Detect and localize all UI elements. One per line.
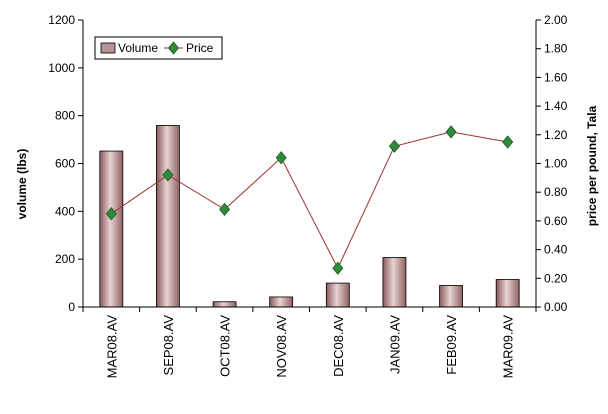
legend-box [94, 36, 223, 60]
volume-bar [212, 301, 237, 308]
y-tick-label-right: 0.40 [544, 243, 568, 257]
price-series-line [111, 131, 508, 270]
price-point [162, 168, 174, 182]
volume-bar [495, 279, 520, 308]
volume-bar [439, 285, 463, 308]
x-tick-label: FEB09.AV [444, 315, 459, 375]
y-tick-label-right: 0.00 [544, 300, 568, 314]
y-tick-label-left: 0 [68, 300, 75, 314]
y-tick-label-right: 2.00 [544, 13, 568, 27]
y-tick-label-right: 1.80 [544, 42, 568, 56]
tick-labels: 0 200 400 600 800 1000 1200 0.00 0.20 0.40 0.60 0.8… [48, 13, 567, 378]
y-axis-title-left: volume (lbs) [15, 149, 29, 220]
y-tick-label-left: 800 [55, 109, 75, 123]
volume-bar [156, 125, 180, 308]
price-point [332, 261, 344, 275]
y-tick-label-left: 200 [55, 252, 75, 266]
legend-price-label: Price [186, 41, 214, 55]
legend-volume-swatch [100, 42, 116, 54]
x-tick-label: JAN09.AV [387, 315, 402, 374]
x-tick-label: MAR09.AV [501, 315, 516, 379]
price-point [219, 202, 231, 217]
price-point [275, 151, 287, 165]
volume-bar [325, 282, 350, 308]
chart-axes [78, 19, 541, 312]
price-point [388, 139, 400, 153]
y-tick-label-left: 1000 [48, 61, 75, 75]
price-point [445, 125, 457, 139]
y-tick-label-right: 0.80 [544, 185, 568, 199]
y-tick-label-right: 0.60 [544, 214, 568, 228]
y-tick-label-right: 1.20 [544, 128, 568, 142]
legend: Volume Price [94, 36, 223, 60]
volume-bar [269, 296, 294, 308]
price-point [502, 135, 514, 149]
y-axis-title-right: price per pound, Tala [585, 105, 599, 226]
volume-bars [99, 125, 520, 308]
x-tick-label: NOV08.AV [274, 315, 289, 378]
y-tick-label-right: 0.20 [544, 271, 568, 285]
x-tick-label: SEP08.AV [161, 315, 176, 376]
y-tick-label-left: 600 [55, 157, 75, 171]
x-tick-label: DEC08.AV [331, 315, 346, 377]
volume-bar [99, 150, 124, 308]
legend-price-marker [167, 41, 180, 55]
y-tick-label-right: 1.00 [544, 157, 568, 171]
x-tick-label: OCT08.AV [218, 315, 233, 377]
y-tick-label-right: 1.40 [544, 99, 568, 113]
y-tick-label-right: 1.60 [544, 70, 568, 84]
price-line [105, 125, 514, 275]
legend-volume-label: Volume [118, 41, 158, 55]
x-tick-label: MAR08.AV [104, 315, 119, 379]
volume-bar [382, 257, 407, 308]
y-tick-label-left: 1200 [48, 13, 75, 27]
y-tick-label-left: 400 [55, 204, 75, 218]
price-point [105, 207, 117, 221]
